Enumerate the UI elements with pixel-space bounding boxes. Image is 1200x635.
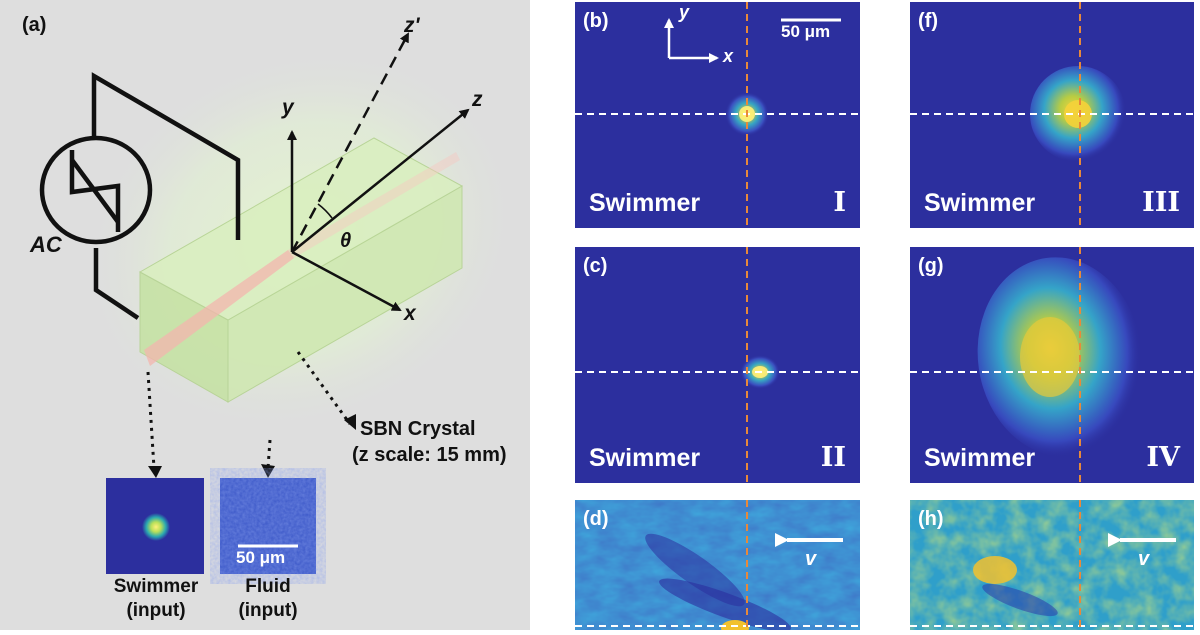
inset-fluid-caption-line2: (input): [238, 600, 298, 621]
panel-f-label: (f): [918, 10, 938, 32]
panel-a-label: (a): [22, 14, 47, 36]
axis-z-label: z: [472, 88, 483, 111]
panel-d-velocity-label: v: [805, 548, 817, 570]
panel-b: (b) 50 μm y x Swimmer I: [575, 2, 860, 228]
panel-b-axis-x-label: x: [723, 46, 734, 66]
ac-label: AC: [30, 232, 62, 257]
panel-a-schematic: (a) z' z y x θ AC SBN Crystal (z scale: …: [0, 0, 530, 630]
coordinate-axes: [287, 32, 470, 312]
crystal-label-line1: SBN Crystal: [360, 418, 476, 440]
panel-g-roman: IV: [1146, 442, 1180, 473]
crystal-label-line2: (z scale: 15 mm): [352, 444, 507, 466]
axis-x-label: x: [404, 302, 416, 325]
panel-b-roman: I: [833, 187, 846, 218]
pointer-arrows: [146, 351, 352, 469]
axis-z-prime-label: z': [404, 14, 420, 37]
panel-f: (f) Swimmer III: [910, 2, 1194, 228]
angle-theta-label: θ: [340, 230, 352, 252]
inset-swimmer-caption-line1: Swimmer: [113, 576, 199, 597]
panel-h: (h) v: [910, 500, 1194, 630]
schematic-drawing: [39, 32, 524, 574]
panel-h-velocity-label: v: [1138, 548, 1150, 570]
inset-fluid-input: [220, 478, 316, 574]
laser-beam: [144, 250, 294, 366]
inset-fluid-caption-line1: Fluid: [245, 576, 291, 597]
panel-c-caption: Swimmer: [589, 444, 701, 472]
panel-d: (d) v: [575, 500, 860, 630]
panel-b-scale-bar-label: 50 μm: [781, 22, 831, 41]
inset-scale-bar-label: 50 μm: [236, 548, 286, 567]
sbn-crystal: [138, 137, 464, 403]
panel-b-caption: Swimmer: [589, 189, 701, 217]
panel-c-label: (c): [583, 255, 608, 277]
panel-d-label: (d): [583, 508, 609, 530]
panel-h-label: (h): [918, 508, 944, 530]
panel-c: (c) Swimmer II: [575, 247, 860, 483]
panel-f-roman: III: [1142, 187, 1180, 218]
panel-b-axis-y-label: y: [679, 2, 690, 22]
panel-f-caption: Swimmer: [924, 189, 1036, 217]
panel-c-roman: II: [820, 442, 846, 473]
panel-g-caption: Swimmer: [924, 444, 1036, 472]
inset-swimmer-input: [106, 478, 204, 574]
axis-y-label: y: [282, 96, 294, 119]
panel-g-label: (g): [918, 255, 944, 277]
ac-circuit: [39, 72, 241, 320]
inset-swimmer-caption-line2: (input): [126, 600, 186, 621]
panel-b-label: (b): [583, 10, 609, 32]
panel-g: (g) Swimmer IV: [910, 247, 1194, 483]
